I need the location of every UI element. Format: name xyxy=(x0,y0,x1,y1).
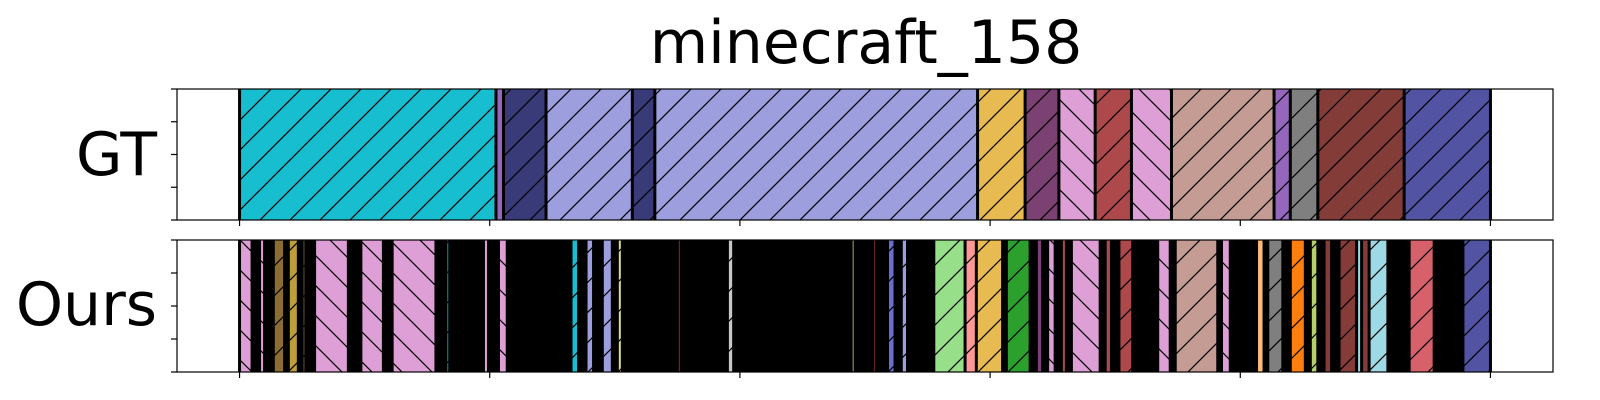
segment-gt-13 xyxy=(1289,88,1319,221)
segment-gt-11 xyxy=(1170,88,1275,221)
segment-ours-6 xyxy=(287,239,299,373)
segment-ours-78 xyxy=(1338,239,1358,373)
tracks-layer: GT Ours xyxy=(16,88,1554,378)
segment-ours-70 xyxy=(1267,239,1284,373)
segment-ours-85 xyxy=(1462,239,1491,373)
segment-ours-17 xyxy=(449,239,484,373)
segment-gt-12 xyxy=(1273,88,1291,221)
segment-ours-33 xyxy=(733,239,751,373)
segment-ours-39 xyxy=(875,239,889,373)
segment-ours-26 xyxy=(601,239,613,373)
track-gt: GT xyxy=(76,88,1554,226)
segment-ours-11 xyxy=(347,239,362,373)
segment-gt-5 xyxy=(654,88,979,221)
segment-ours-46 xyxy=(975,239,1004,373)
segment-ours-62 xyxy=(1157,239,1171,373)
track-label-ours: Ours xyxy=(16,270,157,340)
segment-ours-4 xyxy=(272,239,286,373)
segment-ours-60 xyxy=(1118,239,1134,373)
segment-ours-10 xyxy=(314,239,349,373)
segment-ours-84 xyxy=(1433,239,1464,373)
segment-ours-31 xyxy=(680,239,728,373)
segment-gt-6 xyxy=(977,88,1026,221)
segment-gt-4 xyxy=(631,88,656,221)
chart-title: minecraft_158 xyxy=(650,8,1083,78)
segment-gt-0 xyxy=(239,88,497,221)
segment-ours-0 xyxy=(239,239,253,373)
segment-ours-43 xyxy=(907,239,935,373)
track-label-gt: GT xyxy=(76,120,157,190)
segment-ours-61 xyxy=(1132,239,1159,373)
segment-ours-29 xyxy=(621,239,678,373)
segment-ours-56 xyxy=(1070,239,1101,373)
segment-gt-7 xyxy=(1024,88,1060,221)
segment-gt-9 xyxy=(1094,88,1132,221)
segment-ours-15 xyxy=(435,239,447,373)
segment-ours-67 xyxy=(1229,239,1258,373)
segment-gt-2 xyxy=(502,88,547,221)
segment-gt-15 xyxy=(1403,88,1491,221)
segment-ours-12 xyxy=(360,239,384,373)
segment-ours-37 xyxy=(854,239,874,373)
segment-ours-81 xyxy=(1368,239,1389,373)
track-ours: Ours xyxy=(16,239,1554,378)
segment-gt-3 xyxy=(545,88,633,221)
segment-ours-14 xyxy=(391,239,437,373)
segment-ours-82 xyxy=(1387,239,1410,373)
segment-gt-10 xyxy=(1130,88,1172,221)
segment-ours-72 xyxy=(1289,239,1306,373)
segment-ours-64 xyxy=(1174,239,1219,373)
segment-ours-83 xyxy=(1408,239,1435,373)
segment-gt-8 xyxy=(1058,88,1096,221)
segment-ours-35 xyxy=(751,239,852,373)
segment-ours-44 xyxy=(933,239,966,373)
segment-ours-48 xyxy=(1005,239,1031,373)
segment-ours-45 xyxy=(964,239,977,373)
segment-gt-14 xyxy=(1317,88,1405,221)
segment-ours-19 xyxy=(487,239,499,373)
segment-ours-21 xyxy=(506,239,572,373)
